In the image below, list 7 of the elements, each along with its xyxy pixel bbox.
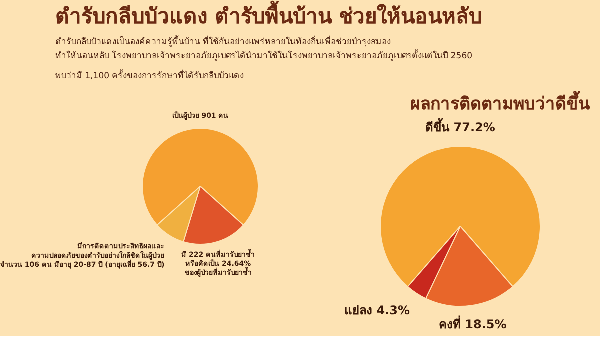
chart-subtitle: ตำรับกลีบบัวแดงเป็นองค์ความรู้พื้นบ้าน ที่ใช้กันอย่างแพร่หลายในท้องถิ่นเพื่อช่วยบำรุงสมอง ทำให้นอนหลับ โรงพยาบาลเจ้าพระยาอภัยภูเบศรได้นำมาใช้ในโรงพยาบาลเจ้าพระยาอภัยภูเบศรตั้งแต่ในปี 2560	[56, 36, 473, 62]
text: พบว่ามี 1,100 ครั้งของการรักษาที่ได้รับกลีบบัวแดง	[56, 70, 244, 82]
slice-label: แย่ลง 4.3%	[344, 303, 410, 318]
chart-title: ตำรับกลีบบัวแดง ตำรับพื้นบ้าน ช่วยให้นอนหลับ	[56, 0, 482, 28]
slice-label: ดีขึ้น 77.2%	[426, 118, 496, 134]
chart-title: ผลการติดตามพบว่าดีขึ้น	[410, 90, 590, 114]
slice-label: คงที่ 18.5%	[438, 316, 507, 332]
